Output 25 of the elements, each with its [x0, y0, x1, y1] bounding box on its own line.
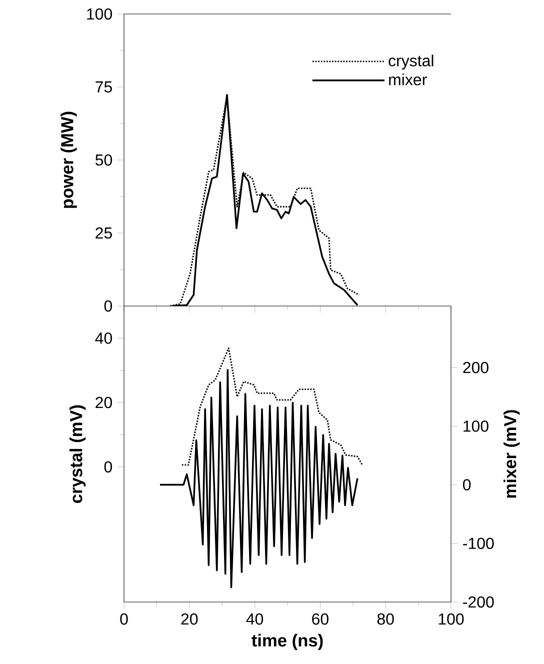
x-tick-label: 60	[312, 613, 328, 625]
legend-label: mixer	[389, 74, 427, 86]
y-axis-title: crystal (mV)	[70, 405, 86, 503]
y-tick-label: 20	[96, 396, 112, 408]
y-tick-label: 100	[87, 8, 112, 20]
y2-tick-label: 0	[463, 479, 471, 490]
y2-tick-label: -100	[463, 538, 494, 550]
y2-tick-label: -200	[463, 596, 494, 608]
x-tick-label: 80	[377, 613, 394, 625]
y-tick-label: 40	[95, 332, 112, 344]
y2-axis-title: mixer (mV)	[504, 410, 520, 498]
x-tick-label: 100	[438, 613, 464, 625]
y-tick-label: 75	[96, 81, 112, 93]
x-axis-title: time (ns)	[252, 634, 323, 650]
x-tick-label: 0	[120, 613, 128, 625]
legend-label: crystal	[388, 54, 434, 70]
y-tick-label: 0	[104, 300, 112, 312]
y2-tick-label: 100	[464, 420, 488, 432]
y-tick-label: 0	[104, 461, 112, 473]
y-axis-title: power (MW)	[60, 112, 77, 208]
y-tick-label: 25	[96, 227, 112, 239]
y-tick-label: 50	[95, 154, 112, 166]
y2-tick-label: 200	[463, 362, 488, 374]
x-tick-label: 40	[246, 613, 264, 625]
x-tick-label: 20	[181, 613, 198, 625]
